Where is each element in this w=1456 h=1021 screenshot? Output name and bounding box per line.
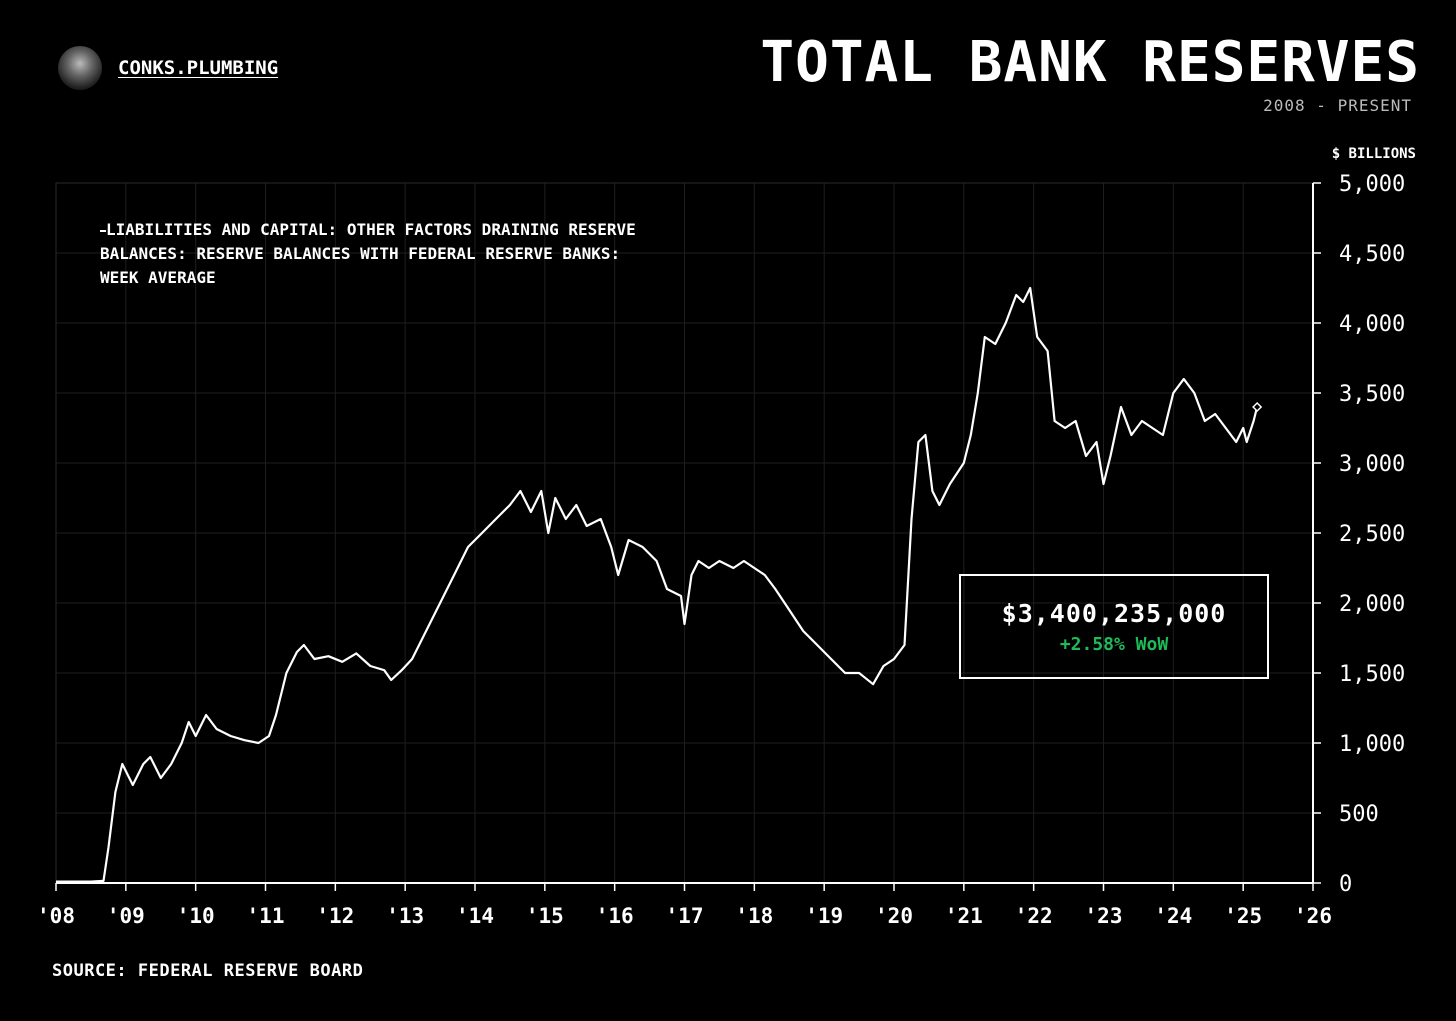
x-tick-label: '26 [1294,904,1332,928]
legend-label: LIABILITIES AND CAPITAL: OTHER FACTORS D… [100,220,636,287]
x-tick-label: '15 [526,904,564,928]
x-tick-label: '20 [875,904,913,928]
y-tick-label: 2,500 [1339,522,1405,547]
x-tick-label: '11 [247,904,285,928]
latest-point-marker [1252,401,1263,413]
y-tick-label: 1,000 [1339,732,1405,757]
x-tick-label: '14 [456,904,494,928]
source-note: SOURCE: FEDERAL RESERVE BOARD [52,961,364,981]
y-tick-label: 2,000 [1339,592,1405,617]
y-ticks: 0 500 1,000 1,500 2,000 2,500 3,000 3,500 4,000 4… [1313,172,1405,897]
y-tick-label: 500 [1339,802,1379,827]
series-line [56,286,1259,883]
x-ticks: '08 '09 '10 '11 '12 '13 '14 '15 '16 '17 '18 '19 '20 '… [37,883,1332,928]
y-tick-label: 4,500 [1339,242,1405,267]
y-tick-label: 0 [1339,872,1352,897]
grid [56,182,1313,883]
x-tick-label: '19 [805,904,843,928]
x-tick-label: '10 [177,904,215,928]
weekly-change: +2.58% WoW [1059,633,1169,655]
y-tick-label: 3,000 [1339,452,1405,477]
x-tick-label: '22 [1015,904,1053,928]
y-tick-label: 3,500 [1339,382,1405,407]
brand-name[interactable]: CONKS.PLUMBING [118,57,279,79]
chart-title: TOTAL BANK RESERVES [760,30,1420,95]
y-tick-label: 4,000 [1339,312,1405,337]
series [56,286,1263,883]
brand: CONKS.PLUMBING [58,46,278,90]
y-tick-label: 5,000 [1339,172,1405,197]
chart-subtitle: 2008 - PRESENT [1263,96,1412,115]
x-tick-label: '13 [386,904,424,928]
legend-line-marker [100,229,106,232]
latest-value: $3,400,235,000 [1001,598,1227,628]
y-axis-unit-label: $ BILLIONS [1331,146,1416,162]
x-tick-label: '23 [1085,904,1123,928]
x-tick-label: '12 [316,904,354,928]
x-tick-label: '18 [735,904,773,928]
x-tick-label: '08 [37,904,75,928]
legend: LIABILITIES AND CAPITAL: OTHER FACTORS D… [100,218,660,290]
x-tick-label: '09 [107,904,145,928]
x-tick-label: '25 [1224,904,1262,928]
x-tick-label: '21 [945,904,983,928]
x-tick-label: '16 [596,904,634,928]
latest-value-callout: $3,400,235,000 +2.58% WoW [959,574,1269,679]
x-tick-label: '24 [1154,904,1192,928]
x-tick-label: '17 [666,904,704,928]
y-tick-label: 1,500 [1339,662,1405,687]
avatar [58,46,102,90]
